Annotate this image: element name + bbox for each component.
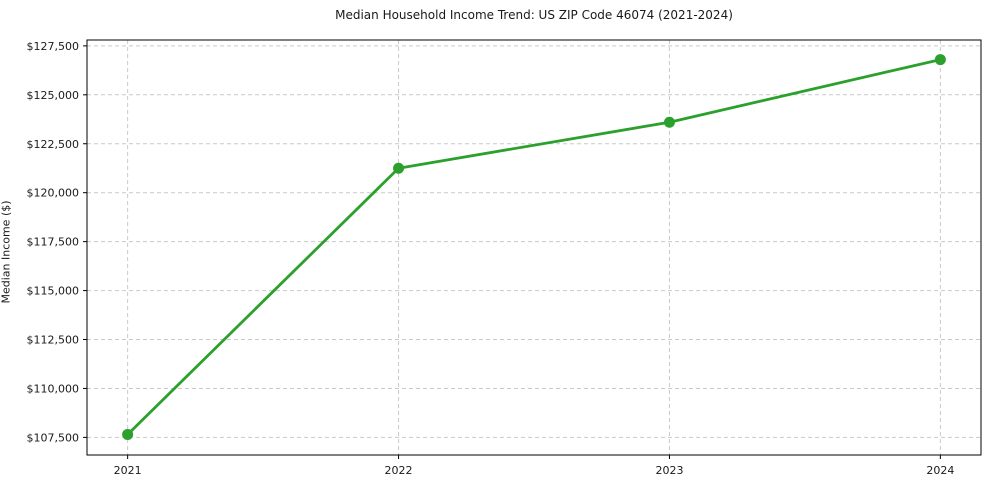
y-tick-label: $115,000	[27, 285, 80, 298]
data-point-2021	[122, 428, 134, 440]
y-tick-label: $127,500	[27, 40, 80, 53]
x-tick-label: 2024	[926, 464, 954, 477]
x-tick-label: 2021	[114, 464, 142, 477]
chart-title: Median Household Income Trend: US ZIP Co…	[335, 8, 733, 22]
data-point-2024	[934, 54, 946, 66]
y-tick-label: $112,500	[27, 334, 80, 347]
y-tick-label: $125,000	[27, 89, 80, 102]
y-tick-label: $117,500	[27, 236, 80, 249]
y-axis-label-text: Median Income ($)	[0, 200, 13, 304]
y-tick-label: $120,000	[27, 187, 80, 200]
data-point-2022	[393, 162, 405, 174]
y-tick-label: $110,000	[27, 382, 80, 395]
y-tick-label: $107,500	[27, 431, 80, 444]
trend-line	[126, 58, 942, 436]
data-point-2023	[663, 116, 675, 128]
y-tick-label: $122,500	[27, 138, 80, 151]
x-tick-label: 2022	[385, 464, 413, 477]
x-tick-label: 2023	[655, 464, 683, 477]
axes-border	[86, 39, 982, 456]
